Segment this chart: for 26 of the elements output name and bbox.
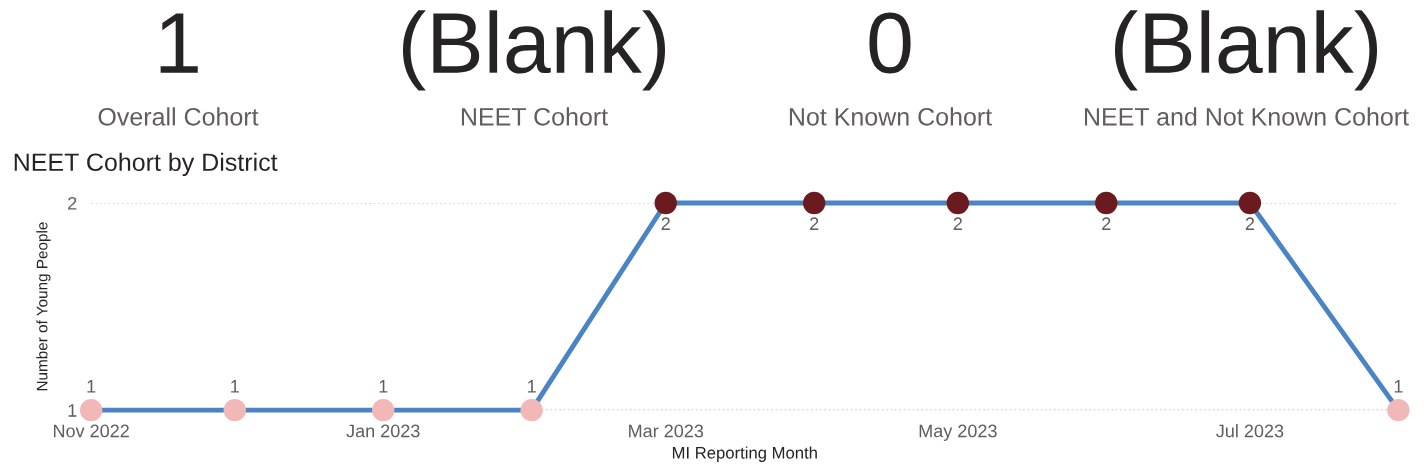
text: Overall Cohort <box>98 107 259 126</box>
data-label: 2 <box>810 217 819 230</box>
y-axis-title: Number of Young People <box>36 222 51 391</box>
text: Not Known Cohort <box>789 107 992 126</box>
text: 0 <box>869 12 911 74</box>
data-label: 2 <box>953 217 962 230</box>
data-label: 1 <box>231 380 239 393</box>
data-label: 2 <box>1102 217 1111 230</box>
data-label: 2 <box>1245 217 1255 230</box>
text: NEET Cohort <box>461 107 608 126</box>
text: (Blank) <box>1114 10 1378 91</box>
x-tick-label: May 2023 <box>919 424 997 441</box>
text: 1 <box>160 13 198 73</box>
data-label: 2 <box>661 217 670 230</box>
chart-title: NEET Cohort by District <box>14 152 278 177</box>
text: NEET and Not Known Cohort <box>1085 107 1409 126</box>
data-label: 1 <box>528 380 536 393</box>
x-tick-label: Mar 2023 <box>629 424 704 438</box>
x-axis-title: MI Reporting Month <box>672 446 817 462</box>
text: (Blank) <box>402 10 666 91</box>
x-tick-label: Nov 2022 <box>53 424 129 438</box>
x-tick-label: Jan 2023 <box>346 424 420 438</box>
data-label: 1 <box>87 380 96 393</box>
data-label: 1 <box>379 380 388 393</box>
x-tick-label: Jul 2023 <box>1216 424 1284 438</box>
data-label: 1 <box>1394 380 1403 393</box>
